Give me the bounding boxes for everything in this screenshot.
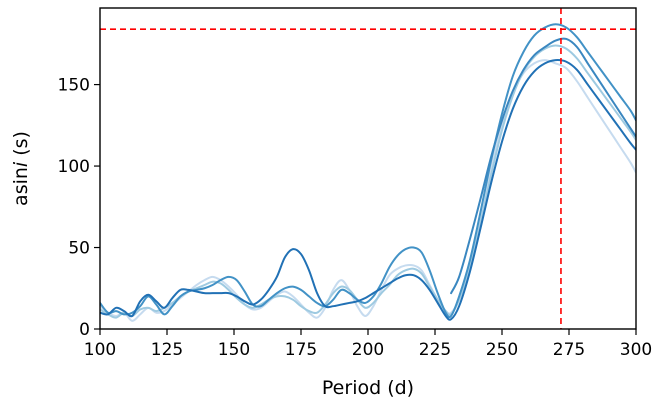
x-tick-label: 300 xyxy=(620,340,652,360)
series-line-3 xyxy=(100,23,636,319)
x-axis-ticks: 100 125 150 175 200 225 250 275 300 xyxy=(84,329,652,360)
y-tick-label: 50 xyxy=(68,239,90,259)
x-tick-label: 200 xyxy=(352,340,384,360)
series-line-1 xyxy=(100,59,636,322)
series-layer xyxy=(100,23,636,322)
series-line-5 xyxy=(450,37,636,295)
plot-frame xyxy=(99,7,637,330)
y-axis-label-prefix: asin xyxy=(10,167,32,206)
x-tick-label: 150 xyxy=(218,340,250,360)
y-axis-label: asini (s) xyxy=(10,131,32,206)
x-tick-label: 250 xyxy=(486,340,518,360)
y-axis-ticks: 0 50 100 150 xyxy=(58,76,100,340)
y-tick-label: 150 xyxy=(58,76,90,96)
y-tick-label: 100 xyxy=(58,157,90,177)
y-tick-label: 0 xyxy=(79,320,90,340)
x-tick-label: 275 xyxy=(553,340,585,360)
series-line-4 xyxy=(100,59,636,321)
x-tick-label: 125 xyxy=(151,340,183,360)
x-tick-label: 175 xyxy=(285,340,317,360)
series-line-2 xyxy=(100,44,636,319)
y-axis-label-italic: i xyxy=(10,161,32,167)
x-axis-label: Period (d) xyxy=(322,377,414,399)
y-axis-label-suffix: (s) xyxy=(10,131,32,162)
x-tick-label: 100 xyxy=(84,340,116,360)
reference-lines xyxy=(100,8,636,329)
x-tick-label: 225 xyxy=(419,340,451,360)
